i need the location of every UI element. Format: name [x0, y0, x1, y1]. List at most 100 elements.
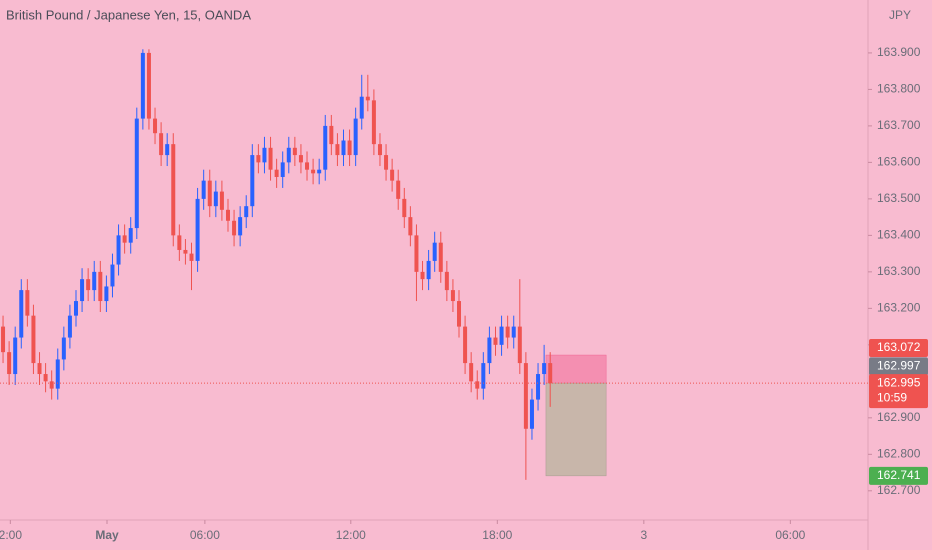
candle-body [122, 235, 127, 243]
y-tick-label: 163.500 [877, 191, 921, 205]
candle-body [523, 363, 528, 429]
candle-body [177, 235, 182, 250]
candle-body [359, 96, 364, 119]
candle-body [73, 301, 78, 316]
candle-body [67, 315, 72, 338]
candle-body [311, 169, 316, 174]
price-countdown: 10:59 [877, 390, 907, 404]
candle-body [341, 140, 346, 156]
candle-body [238, 217, 243, 236]
x-tick-label: 2:00 [0, 528, 22, 542]
candle-body [165, 144, 170, 156]
y-tick-label: 163.400 [877, 228, 921, 242]
candle-body [298, 155, 303, 163]
candle-body [286, 147, 291, 163]
candle-body [189, 253, 194, 261]
candle-body [493, 337, 498, 345]
candle-body [7, 352, 12, 375]
candle-body [146, 52, 151, 119]
candle-body [329, 125, 334, 145]
candle-body [487, 337, 492, 364]
candle-body [274, 169, 279, 177]
candle-body [92, 271, 97, 291]
candle-body [80, 279, 85, 302]
y-tick-label: 162.800 [877, 446, 921, 460]
candle-body [414, 235, 419, 272]
candle-body [371, 100, 376, 145]
price-badge [869, 466, 928, 485]
candle-body [153, 118, 158, 134]
candle-body [475, 381, 480, 389]
stop-zone [545, 354, 607, 384]
y-tick-label: 162.900 [877, 410, 921, 424]
x-tick-label: 06:00 [190, 528, 220, 542]
candle-body [305, 162, 310, 170]
price-badge [869, 357, 928, 376]
candle-body [396, 180, 401, 199]
candle-body [390, 169, 395, 181]
x-tick-label: May [95, 528, 119, 542]
price-badge-label: 162.995 [877, 375, 921, 389]
price-badge [869, 339, 928, 358]
candle-body [511, 326, 516, 338]
candle-body [207, 180, 212, 207]
candle-body [183, 249, 188, 254]
price-badge-label: 162.741 [877, 468, 921, 482]
candle-body [201, 180, 206, 199]
candle-body [347, 140, 352, 156]
candle-body [116, 235, 121, 265]
x-tick-label: 18:00 [482, 528, 512, 542]
candle-body [244, 206, 249, 218]
candle-body [262, 147, 267, 163]
candle-body [542, 363, 547, 375]
candle-body [250, 155, 255, 207]
candle-body [420, 271, 425, 280]
candle-body [463, 326, 468, 364]
candle-body [213, 191, 218, 207]
candle-body [323, 125, 328, 170]
candle-body [469, 363, 474, 382]
chart-title: British Pound / Japanese Yen, 15, OANDA [6, 7, 251, 22]
candle-body [61, 337, 66, 360]
candle-body [268, 147, 273, 170]
candle-body [335, 144, 340, 156]
candle-body [128, 228, 133, 243]
price-badge-label: 162.997 [877, 359, 921, 373]
candle-body [481, 363, 486, 389]
x-tick-label: 3 [640, 528, 647, 542]
candle-body [457, 301, 462, 327]
x-tick-label: 06:00 [775, 528, 805, 542]
candle-body [140, 52, 145, 119]
candle-body [49, 381, 54, 389]
candle-body [86, 279, 91, 291]
candle-body [529, 399, 534, 429]
candle-body [98, 271, 103, 302]
candle-body [232, 220, 237, 236]
candle-body [1, 326, 6, 353]
candle-body [499, 326, 504, 345]
candle-body [55, 359, 60, 389]
candle-body [19, 290, 24, 338]
candle-body [444, 271, 449, 291]
candle-body [365, 96, 370, 101]
price-badge-label: 163.072 [877, 340, 921, 354]
candle-body [195, 198, 200, 261]
candle-body [43, 374, 48, 382]
y-tick-label: 163.200 [877, 301, 921, 315]
candle-body [31, 315, 36, 364]
x-tick-label: 12:00 [336, 528, 366, 542]
candle-body [402, 198, 407, 218]
y-tick-label: 163.600 [877, 155, 921, 169]
target-zone [545, 382, 607, 477]
candle-body [426, 260, 431, 280]
candle-body [408, 217, 413, 236]
candle-body [13, 337, 18, 375]
candle-body [280, 162, 285, 177]
candle-body [292, 147, 297, 156]
candle-body [25, 290, 30, 316]
candle-body [104, 286, 109, 302]
candle-body [377, 144, 382, 156]
y-tick-label: 163.900 [877, 45, 921, 59]
